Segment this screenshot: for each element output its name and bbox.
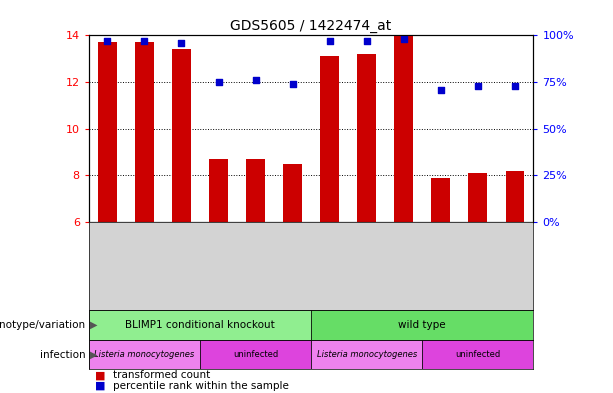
Text: wild type: wild type [398, 320, 446, 330]
Point [287, 81, 297, 87]
Point [436, 86, 446, 93]
Text: uninfected: uninfected [233, 350, 278, 359]
Bar [311, 310, 533, 340]
Text: ▶: ▶ [90, 320, 97, 330]
Bar [172, 50, 191, 222]
Text: BLIMP1 conditional knockout: BLIMP1 conditional knockout [125, 320, 275, 330]
Point [140, 38, 150, 44]
Bar [357, 54, 376, 222]
Text: infection: infection [40, 350, 86, 360]
Bar [89, 340, 200, 369]
Bar [432, 178, 450, 222]
Bar [135, 42, 154, 222]
Text: Listeria monocytogenes: Listeria monocytogenes [316, 350, 417, 359]
Point [213, 79, 223, 85]
Bar [200, 340, 311, 369]
Text: Listeria monocytogenes: Listeria monocytogenes [94, 350, 194, 359]
Bar [468, 173, 487, 222]
Text: transformed count: transformed count [113, 371, 211, 380]
Text: uninfected: uninfected [455, 350, 500, 359]
Bar [506, 171, 524, 222]
Point [325, 38, 335, 44]
Bar [209, 159, 228, 222]
Text: percentile rank within the sample: percentile rank within the sample [113, 381, 289, 391]
Point [251, 77, 261, 83]
Bar [98, 42, 116, 222]
Point [102, 38, 112, 44]
Point [510, 83, 520, 89]
Bar [283, 164, 302, 222]
Text: ■: ■ [95, 381, 105, 391]
Bar [321, 56, 339, 222]
Bar [246, 159, 265, 222]
Point [399, 36, 409, 42]
Bar [394, 35, 413, 222]
Point [362, 38, 371, 44]
Text: genotype/variation: genotype/variation [0, 320, 86, 330]
Title: GDS5605 / 1422474_at: GDS5605 / 1422474_at [230, 19, 392, 33]
Text: ▶: ▶ [90, 350, 97, 360]
Bar [311, 340, 422, 369]
Point [473, 83, 482, 89]
Point [177, 40, 186, 46]
Bar [422, 340, 533, 369]
Bar [89, 310, 311, 340]
Text: ■: ■ [95, 371, 105, 380]
